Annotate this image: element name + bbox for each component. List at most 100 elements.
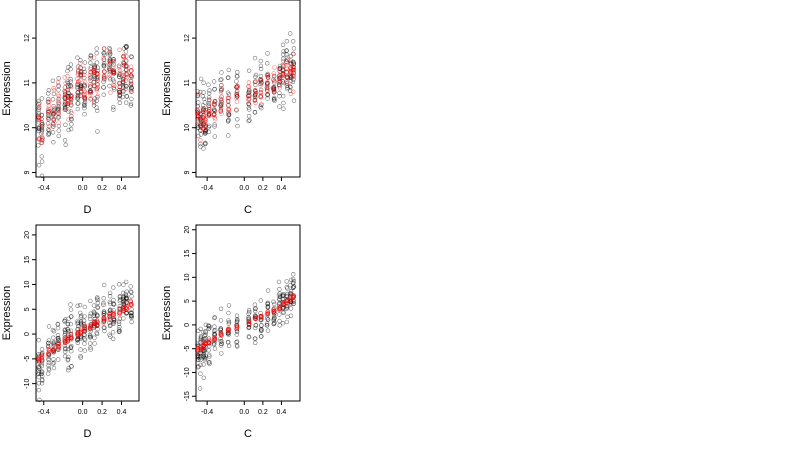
observed-point [277, 104, 282, 109]
fitted-point [88, 91, 93, 97]
x-tick-label: 0.2 [97, 185, 107, 192]
fitted-point [271, 88, 277, 93]
fitted-point [202, 119, 208, 125]
fitted-point [277, 303, 282, 309]
fitted-point [46, 109, 51, 114]
observed-point [124, 289, 129, 294]
fitted-point [218, 108, 223, 113]
fitted-point [39, 357, 45, 362]
observed-point [66, 127, 71, 133]
observed-point [46, 338, 52, 343]
observed-point [117, 298, 123, 304]
observed-point [288, 313, 294, 318]
fitted-point [203, 124, 209, 129]
observed-point [281, 49, 286, 54]
observed-point [68, 116, 74, 122]
fitted-point [101, 316, 107, 321]
observed-point [290, 59, 296, 64]
fitted-point [112, 83, 117, 89]
fitted-point [246, 101, 252, 106]
fitted-point [95, 93, 100, 99]
fitted-point [211, 112, 217, 118]
observed-point [91, 100, 97, 106]
fitted-point [68, 95, 74, 101]
fitted-point [51, 118, 57, 123]
observed-point [62, 85, 68, 90]
observed-point [264, 321, 270, 326]
observed-point [51, 357, 56, 362]
fitted-point [94, 70, 100, 76]
observed-point [201, 362, 206, 367]
fitted-point [276, 68, 282, 73]
fitted-point [62, 107, 67, 112]
fitted-point [252, 98, 258, 103]
fitted-point [50, 111, 56, 117]
observed-point [91, 303, 97, 308]
observed-point [291, 39, 296, 44]
observed-point [284, 48, 289, 54]
observed-point [206, 129, 212, 135]
observed-point [75, 96, 80, 101]
fitted-point [128, 64, 134, 70]
fitted-point [264, 72, 270, 78]
observed-point [46, 88, 51, 93]
observed-point [123, 44, 129, 49]
observed-point [291, 284, 296, 289]
fitted-point [280, 71, 285, 76]
fitted-point [288, 60, 294, 65]
observed-point [219, 339, 224, 344]
fitted-point [252, 88, 258, 94]
fitted-point [219, 111, 224, 116]
fitted-point [284, 300, 289, 305]
fitted-point [284, 81, 289, 86]
fitted-point [46, 349, 51, 355]
x-tick-label: 0.4 [117, 185, 127, 192]
fitted-point [94, 86, 100, 91]
fitted-point [39, 125, 45, 130]
observed-point [258, 328, 264, 334]
fitted-point [272, 85, 277, 90]
y-axis-title: Expression [161, 286, 173, 340]
observed-point [56, 133, 61, 139]
fitted-point [68, 337, 74, 342]
fitted-point [117, 81, 123, 87]
x-tick-label: 0.4 [277, 409, 287, 416]
observed-point [45, 127, 51, 132]
observed-point [116, 327, 122, 332]
fitted-point [121, 63, 126, 68]
fitted-point [265, 88, 270, 94]
fitted-point [82, 326, 87, 331]
fitted-point [128, 73, 134, 78]
observed-point [62, 105, 68, 111]
observed-point [46, 357, 51, 363]
observed-point [88, 345, 93, 350]
y-axis-title: Expression [1, 286, 13, 340]
fitted-point [46, 103, 51, 108]
observed-point [246, 113, 252, 119]
observed-point [129, 54, 134, 59]
fitted-point [56, 101, 61, 107]
fitted-point [68, 96, 73, 101]
fitted-point [253, 316, 258, 321]
observed-point [202, 130, 208, 136]
observed-point [128, 103, 134, 108]
fitted-point [128, 81, 134, 86]
observed-point [271, 299, 276, 304]
fitted-point [82, 80, 88, 85]
fitted-point [39, 355, 45, 361]
observed-point [207, 360, 212, 365]
fitted-point [271, 73, 277, 79]
observed-point [211, 79, 217, 84]
fitted-point [123, 86, 129, 92]
fitted-point [36, 119, 42, 125]
observed-point [39, 154, 44, 159]
fitted-point [63, 94, 68, 100]
observed-point [219, 341, 224, 346]
observed-point [116, 72, 122, 78]
observed-point [219, 87, 224, 93]
fitted-point [55, 83, 61, 88]
fitted-point [78, 65, 83, 71]
observed-point [46, 116, 52, 122]
observed-point [212, 107, 217, 112]
observed-point [291, 60, 296, 65]
